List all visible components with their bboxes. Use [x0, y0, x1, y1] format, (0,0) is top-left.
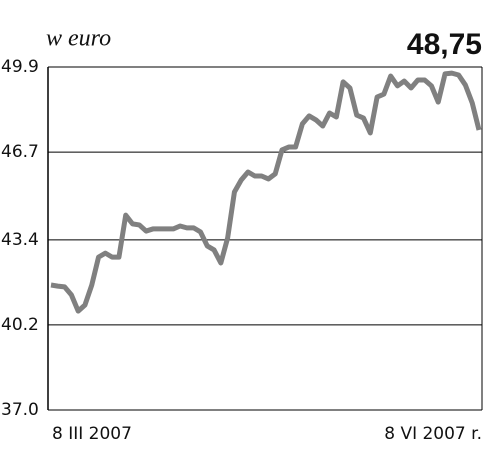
y-tick-label: 46.7	[1, 142, 39, 162]
last-value: 48,75	[407, 28, 482, 61]
chart-title: w euro	[46, 26, 111, 52]
y-tick-label: 43.4	[1, 230, 39, 250]
y-tick-label: 37.0	[1, 400, 39, 420]
x-tick-label: 8 III 2007	[52, 424, 132, 444]
x-tick-label: 8 VI 2007 r.	[384, 424, 482, 444]
y-tick-label: 49.9	[1, 57, 39, 77]
price-line	[50, 70, 482, 314]
y-tick-label: 40.2	[1, 315, 39, 335]
